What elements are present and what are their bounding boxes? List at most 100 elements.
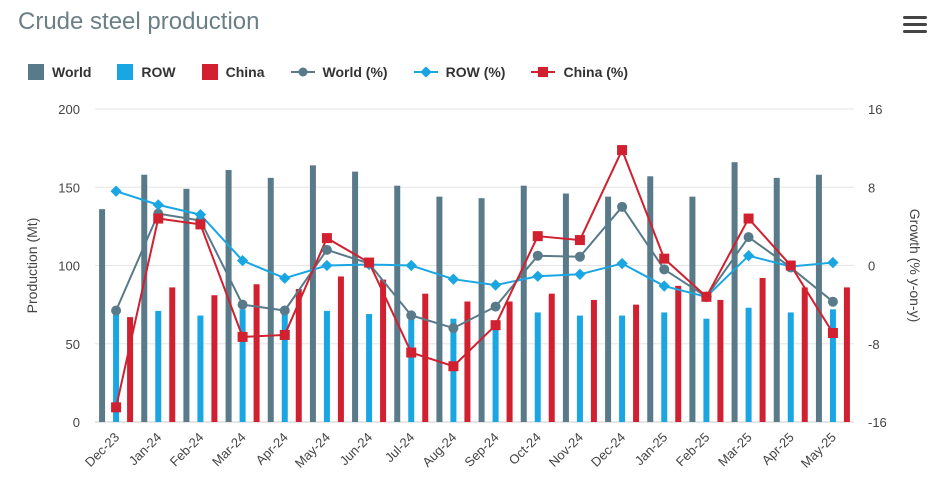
point-world-pct bbox=[701, 291, 712, 302]
bar-world bbox=[436, 196, 443, 422]
bar-china bbox=[633, 304, 640, 422]
point-china-pct bbox=[279, 329, 290, 340]
y2-tick-label: 8 bbox=[868, 180, 875, 195]
bar-world bbox=[225, 170, 232, 422]
point-china-pct bbox=[153, 213, 164, 224]
bar-row bbox=[323, 310, 330, 422]
hamburger-menu-icon[interactable] bbox=[903, 16, 927, 38]
y-tick-label: 100 bbox=[58, 259, 80, 274]
point-row-pct bbox=[279, 272, 291, 284]
bar-world bbox=[267, 177, 274, 422]
bar-row bbox=[197, 315, 204, 422]
point-row-pct bbox=[194, 208, 207, 221]
point-row-pct bbox=[827, 256, 839, 269]
legend-line-swatch-china-pct bbox=[531, 67, 556, 77]
point-china-pct bbox=[448, 361, 459, 372]
bar-china bbox=[295, 288, 302, 422]
chart-legend: World ROW China World (%) ROW (%) China … bbox=[28, 64, 654, 80]
point-world-pct bbox=[448, 323, 459, 334]
legend-bar-swatch-row bbox=[117, 64, 134, 80]
point-world-pct bbox=[195, 215, 206, 226]
legend-label-china-pct: China (%) bbox=[563, 64, 629, 80]
x-tick-label: May-24 bbox=[292, 430, 333, 471]
y2-tick-label: 16 bbox=[868, 102, 882, 117]
bar-world bbox=[605, 196, 612, 422]
point-china-pct bbox=[490, 320, 501, 331]
line-row-pct bbox=[115, 190, 834, 298]
x-tick-label: Feb-25 bbox=[673, 430, 713, 470]
bar-china bbox=[127, 317, 134, 422]
x-tick-label: Sep-24 bbox=[461, 430, 501, 470]
legend-label-row-pct: ROW (%) bbox=[445, 64, 506, 80]
bar-row bbox=[745, 307, 752, 422]
point-world-pct bbox=[532, 250, 543, 261]
bar-world bbox=[352, 171, 359, 422]
point-world-pct bbox=[785, 262, 796, 273]
bar-world bbox=[773, 177, 780, 422]
x-tick-label: Apr-24 bbox=[253, 430, 291, 468]
legend-label-world-pct: World (%) bbox=[322, 64, 388, 80]
point-china-pct bbox=[701, 291, 712, 302]
bar-row bbox=[281, 307, 288, 422]
bar-china bbox=[169, 287, 176, 422]
bar-world bbox=[99, 209, 106, 422]
bar-china bbox=[464, 301, 471, 422]
x-tick-label: Jan-25 bbox=[632, 430, 671, 469]
point-china-pct bbox=[321, 233, 332, 244]
x-tick-label: May-25 bbox=[798, 430, 839, 471]
legend-item-row[interactable]: ROW bbox=[117, 64, 176, 80]
bar-china bbox=[253, 284, 260, 422]
y-tick-label: 150 bbox=[58, 180, 80, 195]
legend-item-row-pct[interactable]: ROW (%) bbox=[413, 64, 506, 80]
bar-row bbox=[366, 314, 373, 422]
bar-china bbox=[548, 293, 555, 422]
legend-label-world: World bbox=[52, 64, 92, 80]
bar-china bbox=[380, 279, 387, 422]
x-tick-label: Jan-24 bbox=[126, 430, 165, 469]
legend-item-china[interactable]: China bbox=[201, 64, 265, 80]
point-world-pct bbox=[321, 244, 332, 255]
legend-bar-swatch-china bbox=[201, 64, 218, 80]
bar-china bbox=[717, 299, 724, 422]
bar-row bbox=[619, 315, 626, 422]
legend-label-china: China bbox=[225, 64, 265, 80]
legend-item-world[interactable]: World bbox=[28, 64, 91, 80]
bar-row bbox=[492, 321, 499, 422]
bar-world bbox=[478, 198, 485, 422]
point-row-pct bbox=[700, 291, 713, 303]
x-tick-label: Nov-24 bbox=[546, 430, 586, 470]
point-row-pct bbox=[574, 268, 586, 280]
point-row-pct bbox=[616, 257, 628, 270]
bar-world bbox=[394, 185, 401, 422]
bar-world bbox=[562, 193, 569, 422]
y2-tick-label: -16 bbox=[868, 415, 887, 430]
point-world-pct bbox=[237, 299, 248, 310]
point-world-pct bbox=[279, 305, 290, 316]
line-world-pct bbox=[115, 205, 834, 330]
bar-row bbox=[661, 312, 668, 422]
y-axis-title: Production (Mt) bbox=[24, 218, 40, 314]
chart-title: Crude steel production bbox=[18, 8, 260, 35]
bar-china bbox=[801, 287, 808, 422]
legend-item-china-pct[interactable]: China (%) bbox=[531, 64, 628, 80]
legend-item-world-pct[interactable]: World (%) bbox=[290, 64, 388, 80]
point-row-pct bbox=[110, 185, 122, 197]
point-china-pct bbox=[364, 257, 375, 268]
point-row-pct bbox=[321, 259, 333, 272]
point-china-pct bbox=[574, 235, 585, 246]
bar-china bbox=[759, 278, 766, 422]
point-row-pct bbox=[236, 254, 249, 267]
point-world-pct bbox=[490, 301, 501, 312]
legend-label-row: ROW bbox=[141, 64, 176, 80]
y-tick-label: 50 bbox=[66, 337, 80, 352]
legend-bar-swatch-world bbox=[28, 64, 44, 80]
y2-tick-label: 0 bbox=[868, 259, 875, 274]
legend-line-swatch-row-pct bbox=[413, 66, 438, 78]
point-china-pct bbox=[406, 347, 417, 358]
point-world-pct bbox=[617, 201, 628, 212]
bar-world bbox=[183, 188, 190, 422]
bar-world bbox=[141, 174, 148, 422]
point-world-pct bbox=[574, 251, 585, 262]
y-tick-label: 0 bbox=[73, 415, 80, 430]
x-tick-label: Apr-25 bbox=[759, 430, 797, 468]
